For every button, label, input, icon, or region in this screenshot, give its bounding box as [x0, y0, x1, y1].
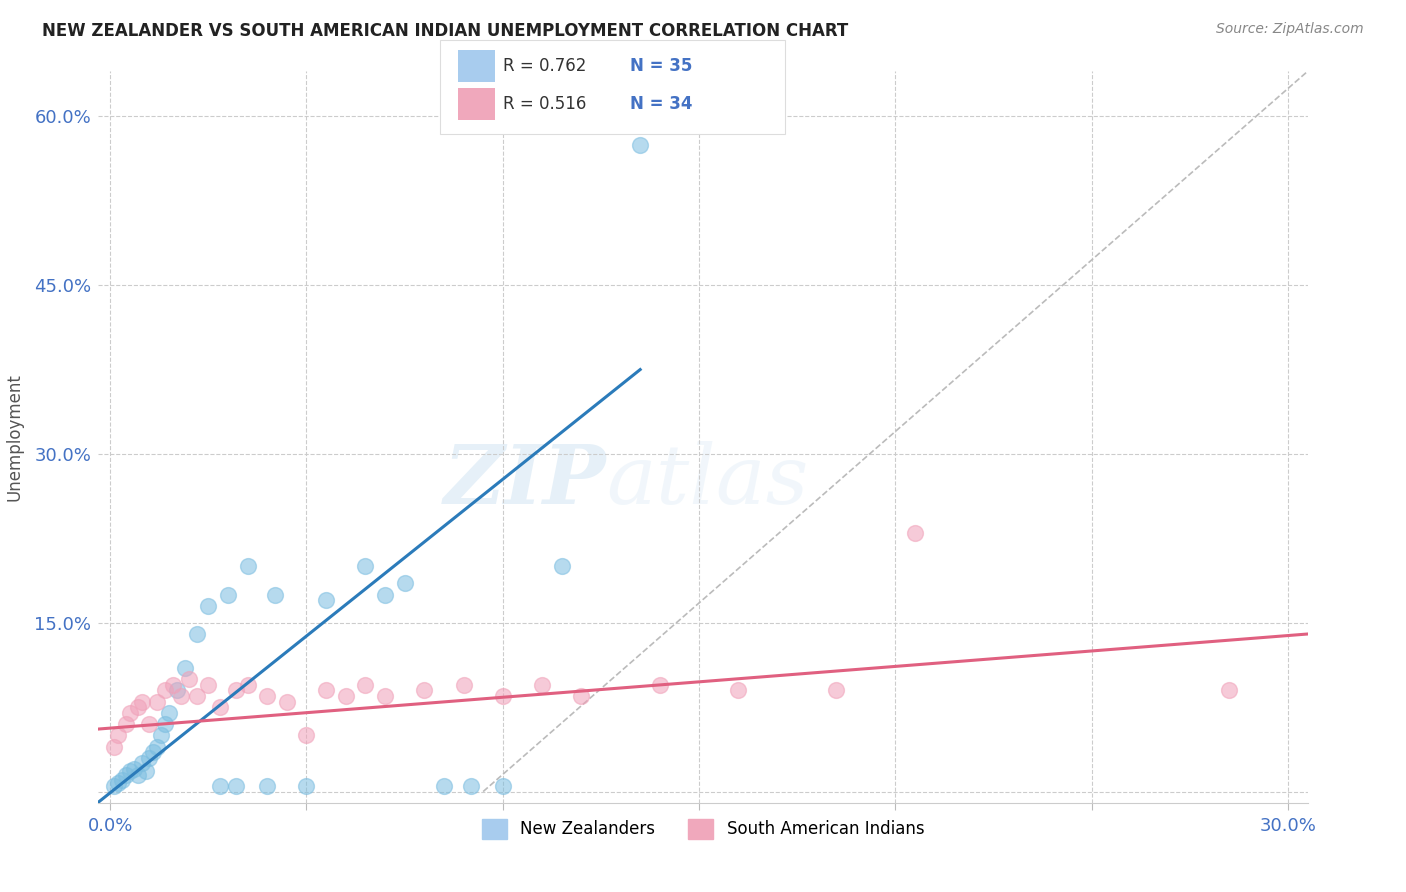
- Text: ZIP: ZIP: [444, 441, 606, 521]
- Point: [186, 627, 208, 641]
- Point: [236, 559, 259, 574]
- Point: [531, 678, 554, 692]
- Point: [153, 683, 176, 698]
- Point: [197, 678, 219, 692]
- Text: atlas: atlas: [606, 441, 808, 521]
- Point: [118, 764, 141, 779]
- Point: [122, 762, 145, 776]
- Point: [413, 683, 436, 698]
- Point: [295, 779, 318, 793]
- Text: R = 0.516: R = 0.516: [503, 95, 586, 113]
- Point: [146, 739, 169, 754]
- Text: NEW ZEALANDER VS SOUTH AMERICAN INDIAN UNEMPLOYMENT CORRELATION CHART: NEW ZEALANDER VS SOUTH AMERICAN INDIAN U…: [42, 22, 848, 40]
- Point: [103, 779, 125, 793]
- Point: [146, 694, 169, 708]
- Point: [354, 678, 377, 692]
- Text: N = 35: N = 35: [630, 57, 692, 75]
- Point: [107, 728, 129, 742]
- Point: [550, 559, 572, 574]
- Point: [727, 683, 749, 698]
- Point: [142, 745, 165, 759]
- Point: [131, 756, 153, 771]
- Point: [236, 678, 259, 692]
- Point: [138, 751, 160, 765]
- Point: [186, 689, 208, 703]
- Legend: New Zealanders, South American Indians: New Zealanders, South American Indians: [475, 812, 931, 846]
- Point: [264, 588, 287, 602]
- Point: [904, 525, 927, 540]
- Point: [256, 689, 278, 703]
- Point: [433, 779, 456, 793]
- Point: [374, 588, 396, 602]
- Point: [115, 717, 138, 731]
- Point: [209, 779, 232, 793]
- Point: [276, 694, 298, 708]
- Point: [492, 689, 515, 703]
- Point: [354, 559, 377, 574]
- Point: [166, 683, 188, 698]
- Point: [150, 728, 173, 742]
- Point: [825, 683, 848, 698]
- Point: [115, 767, 138, 781]
- Point: [170, 689, 193, 703]
- Point: [569, 689, 592, 703]
- Point: [335, 689, 357, 703]
- Point: [127, 767, 149, 781]
- Point: [197, 599, 219, 613]
- Point: [111, 773, 134, 788]
- Y-axis label: Unemployment: Unemployment: [6, 373, 24, 501]
- Text: Source: ZipAtlas.com: Source: ZipAtlas.com: [1216, 22, 1364, 37]
- Point: [225, 779, 247, 793]
- Text: N = 34: N = 34: [630, 95, 692, 113]
- Point: [453, 678, 475, 692]
- Point: [177, 672, 200, 686]
- Point: [209, 700, 232, 714]
- Point: [153, 717, 176, 731]
- Point: [315, 593, 337, 607]
- Point: [127, 700, 149, 714]
- Point: [374, 689, 396, 703]
- Text: R = 0.762: R = 0.762: [503, 57, 586, 75]
- Point: [460, 779, 482, 793]
- Point: [118, 706, 141, 720]
- Point: [492, 779, 515, 793]
- Point: [162, 678, 184, 692]
- Point: [131, 694, 153, 708]
- Point: [225, 683, 247, 698]
- Point: [315, 683, 337, 698]
- Point: [157, 706, 180, 720]
- Point: [648, 678, 671, 692]
- Point: [103, 739, 125, 754]
- Point: [138, 717, 160, 731]
- Point: [256, 779, 278, 793]
- Point: [1218, 683, 1240, 698]
- Point: [217, 588, 239, 602]
- Point: [394, 576, 416, 591]
- Point: [173, 661, 195, 675]
- Point: [135, 764, 157, 779]
- Point: [295, 728, 318, 742]
- Point: [107, 775, 129, 789]
- Point: [628, 137, 651, 152]
